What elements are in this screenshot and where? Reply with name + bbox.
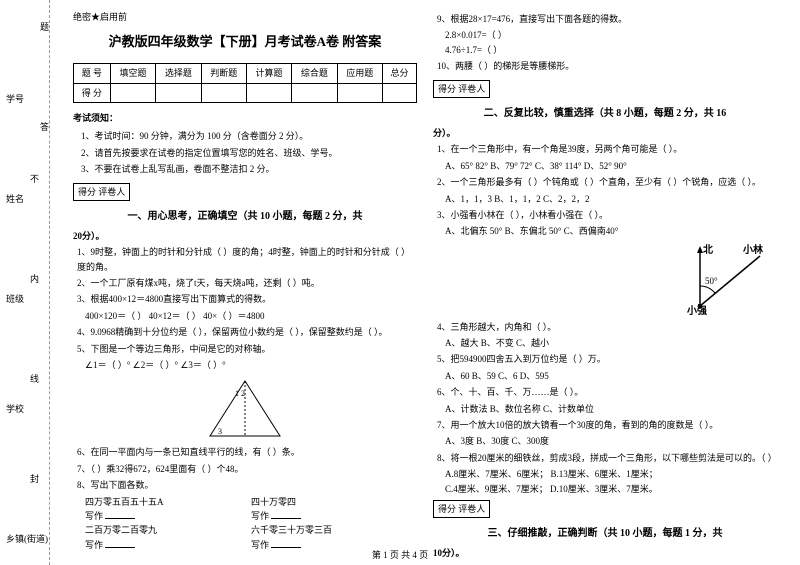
write-blank xyxy=(271,518,301,519)
table-row: 得 分 xyxy=(74,83,417,102)
th-choice: 选择题 xyxy=(156,64,201,83)
q4: 4、9.0968精确到十分位约是（ ），保留两位小数约是（ ），保留整数约是（ … xyxy=(77,325,417,339)
s2q1: 1、在一个三角形中，有一个角是39度，另两个角可能是（ ）。 xyxy=(437,142,777,156)
s2q8b: C.4厘米、9厘米、7厘米； D.10厘米、3厘米、7厘米。 xyxy=(445,482,777,496)
vline-2: 答 xyxy=(40,120,49,133)
cutline-2: 线 xyxy=(30,372,39,385)
cutline-4: 不 xyxy=(30,172,39,185)
s2q4: 4、三角形越大，内角和（ ）。 xyxy=(437,320,777,334)
q8d: 六千零三十万零三百 xyxy=(251,523,417,537)
s2q4-opts: A、越大 B、不变 C、越小 xyxy=(445,336,777,350)
q1: 1、9时整，钟面上的时针和分针成（ ）度的角；4时整，钟面上的时针和分针成（ ）… xyxy=(77,245,417,274)
q10: 10、两腰（ ）的梯形是等腰梯形。 xyxy=(437,59,777,73)
score-box: 得分 评卷人 xyxy=(433,80,490,98)
s2q3-opts: A、北偏东 50° B、东偏北 50° C、西偏南40° xyxy=(445,224,777,238)
q3-sub: 400×120＝（ ） 40×12＝（ ） 40×（ ）＝4800 xyxy=(85,309,417,323)
s2q8: 8、将一根20厘米的细铁丝，剪成3段，拼成一个三角形，以下哪些剪法是可以的。（ … xyxy=(437,451,777,465)
th-num: 题 号 xyxy=(74,64,111,83)
section1-title: 一、用心思考，正确填空（共 10 小题，每题 2 分，共 xyxy=(73,209,417,225)
q2: 2、一个工厂原有煤x吨，烧了t天，每天烧a吨，还剩（ ）吨。 xyxy=(77,276,417,290)
notice-item: 1、考试时间：90 分钟，满分为 100 分（含卷面分 2 分）。 xyxy=(81,129,417,143)
write-label: 写作 xyxy=(85,511,103,521)
margin-label-id: 学号 xyxy=(6,92,24,105)
q9: 9、根据28×17=476，直接写出下面各题的得数。 xyxy=(437,12,777,26)
section2-title: 二、反复比较，慎重选择（共 8 小题，每题 2 分，共 16 xyxy=(433,106,777,122)
th-fill: 填空题 xyxy=(110,64,155,83)
q8c: 二百万零二百零九 xyxy=(85,523,251,537)
q8a: 四万零五百五十五A xyxy=(85,495,251,509)
exam-page: 乡镇(街道) 学校 班级 姓名 学号 封 线 内 不 题 答 绝密★启用前 沪教… xyxy=(0,0,800,565)
s2q2-opts: A、1，1，3 B、1，1，2 C、2，2，2 xyxy=(445,192,777,206)
q5-sub: ∠1＝（ ）° ∠2＝（ ）° ∠3＝（ ）° xyxy=(85,358,417,372)
q6: 6、在同一平面内与一条已知直线平行的线，有（ ）条。 xyxy=(77,445,417,459)
page-footer: 第 1 页 共 4 页 xyxy=(0,548,800,561)
s2q7-opts: A、3度 B、30度 C、300度 xyxy=(445,434,777,448)
th-app: 应用题 xyxy=(337,64,382,83)
s2q7: 7、用一个放大10倍的放大镜看一个30度的角，看到的角的度数是（ ）。 xyxy=(437,418,777,432)
s2q2: 2、一个三角形最多有（ ）个钝角或（ ）个直角，至少有（ ）个锐角，应选（ ）。 xyxy=(437,175,777,189)
column-right: 9、根据28×17=476，直接写出下面各题的得数。 2.8×0.017=（ ）… xyxy=(425,10,785,560)
margin-label-name: 姓名 xyxy=(6,192,24,205)
section2-title-cont: 分）。 xyxy=(433,126,777,140)
q8: 8、写出下面各数。 xyxy=(77,478,417,492)
triangle-diagram: 1 2 3 xyxy=(200,376,290,441)
th-calc: 计算题 xyxy=(246,64,291,83)
write-blank xyxy=(105,518,135,519)
q7: 7、（ ）乘32得672，624里面有（ ）个48。 xyxy=(77,462,417,476)
th-comp: 综合题 xyxy=(292,64,337,83)
q9b: 4.76÷1.7=（ ） xyxy=(445,43,777,57)
th-judge: 判断题 xyxy=(201,64,246,83)
margin-label-class: 班级 xyxy=(6,292,24,305)
notice-item: 3、不要在试卷上乱写乱画，卷面不整洁扣 2 分。 xyxy=(81,162,417,176)
vline-1: 题 xyxy=(40,20,49,33)
svg-text:1 2: 1 2 xyxy=(235,389,245,398)
q3: 3、根据400×12＝4800直接写出下面算式的得数。 xyxy=(77,292,417,306)
write-label: 写作 xyxy=(251,511,269,521)
s2q6-opts: A、计数法 B、数位名称 C、计数单位 xyxy=(445,402,777,416)
exam-title: 沪教版四年级数学【下册】月考试卷A卷 附答案 xyxy=(73,32,417,53)
notice-title: 考试须知： xyxy=(73,111,417,125)
s2q1-opts: A、65° 82° B、79° 72° C、38° 114° D、52° 90° xyxy=(445,159,777,173)
xiaoqiang-label: 小强 xyxy=(686,304,707,316)
north-label: 北 xyxy=(703,243,713,256)
q8-write-row1: 写作 写作 xyxy=(73,509,417,523)
q5: 5、下图是一个等边三角形，中间是它的对称轴。 xyxy=(77,342,417,356)
xiaolin-label: 小林 xyxy=(742,243,764,256)
s2q3: 3、小强看小林在（ ），小林看小强在（ ）。 xyxy=(437,208,777,222)
s2q5-opts: A、60 B、59 C、6 D、595 xyxy=(445,369,777,383)
column-left: 绝密★启用前 沪教版四年级数学【下册】月考试卷A卷 附答案 题 号 填空题 选择… xyxy=(65,10,425,560)
section1-title-cont: 20分）。 xyxy=(73,229,417,243)
margin-label-school: 学校 xyxy=(6,402,24,415)
s2q5: 5、把594900四舍五入到万位约是（ ）万。 xyxy=(437,352,777,366)
score-box: 得分 评卷人 xyxy=(433,500,490,518)
content-area: 绝密★启用前 沪教版四年级数学【下册】月考试卷A卷 附答案 题 号 填空题 选择… xyxy=(50,0,800,565)
notice-item: 2、请首先按要求在试卷的指定位置填写您的姓名、班级、学号。 xyxy=(81,146,417,160)
margin-label-township: 乡镇(街道) xyxy=(6,532,48,545)
section3-title: 三、仔细推敲，正确判断（共 10 小题，每题 1 分，共 xyxy=(433,526,777,542)
s2q8a: A.8厘米、7厘米、6厘米； B.13厘米、6厘米、1厘米； xyxy=(445,467,777,481)
secret-tag: 绝密★启用前 xyxy=(73,10,417,24)
left-margin: 乡镇(街道) 学校 班级 姓名 学号 封 线 内 不 题 答 xyxy=(0,0,50,565)
score-table: 题 号 填空题 选择题 判断题 计算题 综合题 应用题 总分 得 分 xyxy=(73,63,417,103)
cutline-3: 内 xyxy=(30,272,39,285)
score-box: 得分 评卷人 xyxy=(73,183,130,201)
q8-row1: 四万零五百五十五A 四十万零四 xyxy=(73,495,417,509)
th-total: 总分 xyxy=(382,64,416,83)
td-score: 得 分 xyxy=(74,83,111,102)
table-row: 题 号 填空题 选择题 判断题 计算题 综合题 应用题 总分 xyxy=(74,64,417,83)
q8b: 四十万零四 xyxy=(251,495,417,509)
q9a: 2.8×0.017=（ ） xyxy=(445,28,777,42)
cutline-1: 封 xyxy=(30,472,39,485)
s2q6: 6、个、十、百、千、万……是（ ）。 xyxy=(437,385,777,399)
q8-row2: 二百万零二百零九 六千零三十万零三百 xyxy=(73,523,417,537)
direction-diagram: 北 小林 50° 小强 xyxy=(685,241,775,316)
svg-text:3: 3 xyxy=(218,427,222,436)
angle-label: 50° xyxy=(705,276,718,286)
